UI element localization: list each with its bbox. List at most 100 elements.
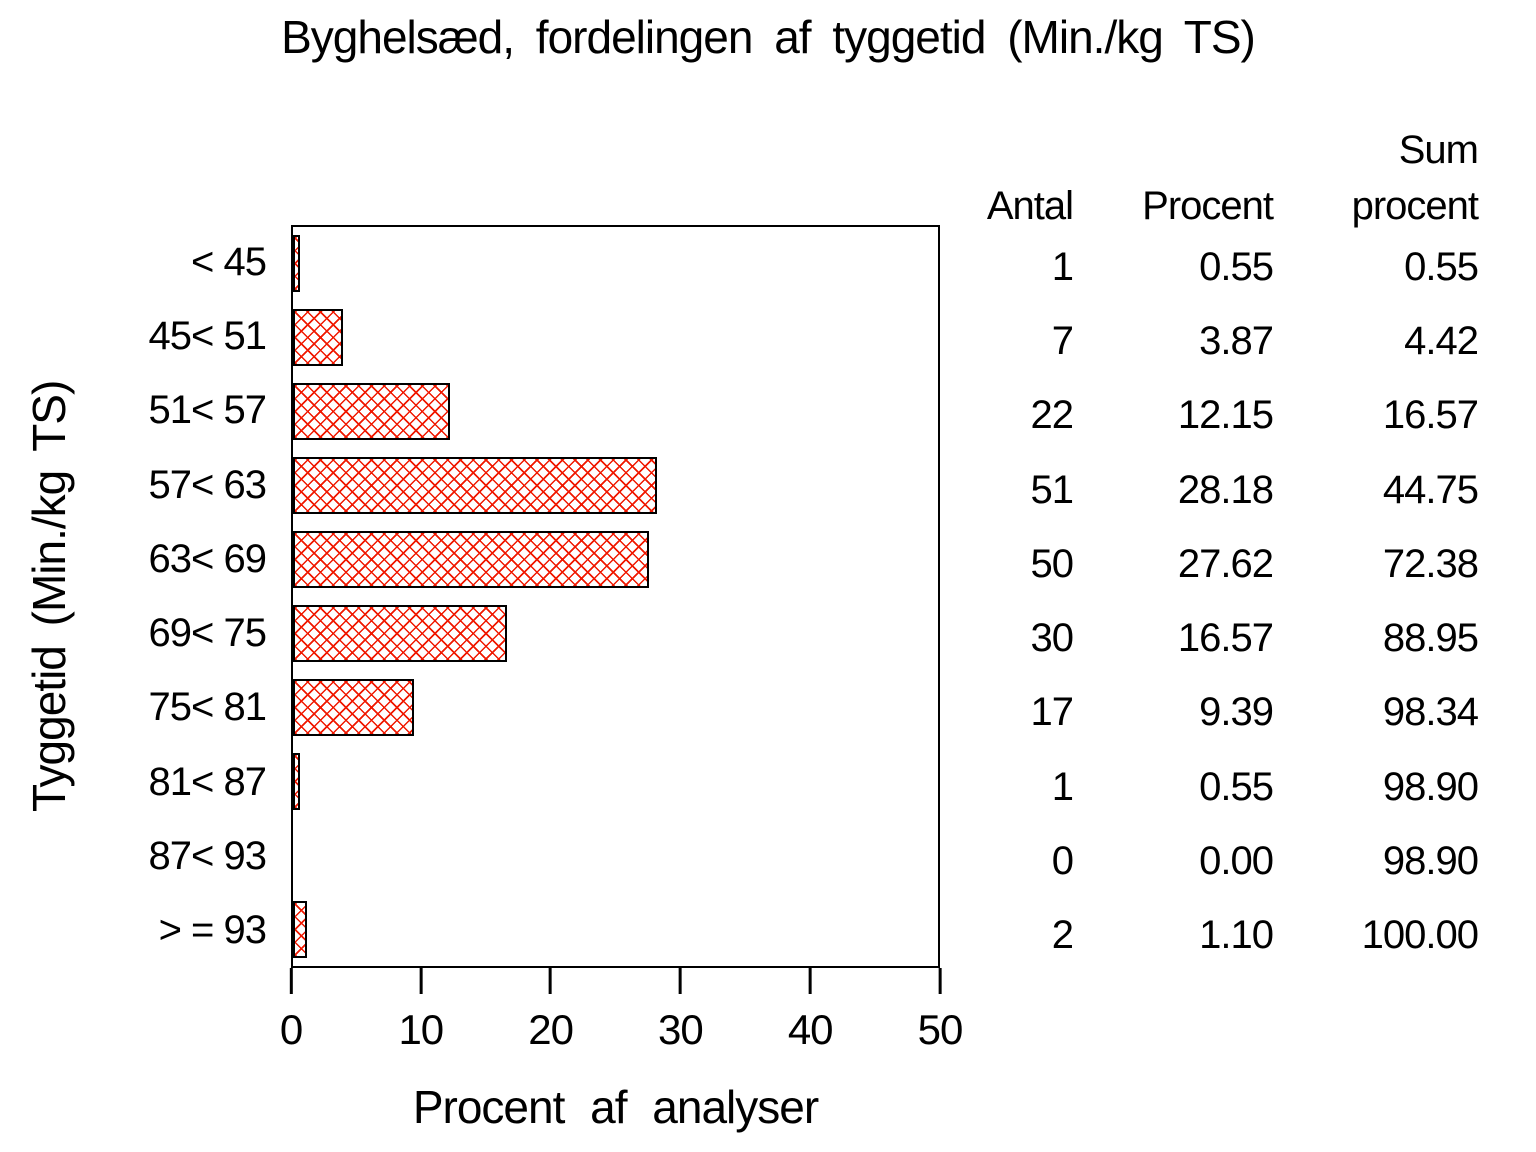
sum-procent-value: 100.00 xyxy=(1361,913,1479,958)
x-tick-label: 30 xyxy=(658,1006,704,1053)
x-tick-mark xyxy=(549,968,553,994)
sum-header-line2: procent xyxy=(1351,183,1479,228)
table-row: 1 0.55 98.90 xyxy=(950,745,1479,819)
bar xyxy=(293,752,301,810)
x-tick: 30 xyxy=(658,968,704,1054)
antal-value: 7 xyxy=(1051,318,1074,363)
procent-value: 0.00 xyxy=(1199,839,1274,884)
sum-procent-value: 16.57 xyxy=(1382,393,1479,438)
bar-band xyxy=(293,375,938,449)
sum-procent-value: 0.55 xyxy=(1404,244,1479,289)
table-row: 30 16.57 88.95 xyxy=(950,596,1480,670)
x-tick-label: 40 xyxy=(787,1006,834,1053)
bar xyxy=(293,604,507,662)
procent-value: 16.57 xyxy=(1177,616,1274,661)
bar-band xyxy=(293,523,938,597)
y-tick-label: 51< 57 xyxy=(148,388,267,433)
table-row: 0 0.00 98.90 xyxy=(950,819,1479,893)
x-tick-label: 20 xyxy=(528,1006,574,1053)
y-tick-label: > = 93 xyxy=(158,908,267,953)
x-tick: 50 xyxy=(918,968,963,1054)
sum-header-line1: Sum xyxy=(1398,127,1479,172)
x-tick-label: 50 xyxy=(917,1006,964,1053)
bar-band xyxy=(293,892,938,966)
bar-band xyxy=(293,744,938,818)
x-tick: 20 xyxy=(528,968,574,1054)
bar-band xyxy=(293,449,938,523)
antal-value: 30 xyxy=(1030,616,1075,661)
x-tick-mark xyxy=(938,968,942,994)
x-axis-title: Procent af analyser xyxy=(412,1081,819,1133)
table-header-row-1: Sum xyxy=(950,122,1479,178)
sum-procent-value: 44.75 xyxy=(1382,467,1479,512)
y-tick-label: 75< 81 xyxy=(148,685,267,730)
antal-value: 51 xyxy=(1030,467,1075,512)
chart-title: Byghelsæd, fordelingen af tyggetid (Min.… xyxy=(281,11,1256,63)
bar-band xyxy=(293,818,938,892)
antal-value: 50 xyxy=(1030,541,1075,586)
procent-value: 0.55 xyxy=(1199,764,1274,809)
table-row: 50 27.62 72.38 xyxy=(950,522,1480,596)
procent-header: Procent xyxy=(1142,183,1274,228)
y-tick-label: < 45 xyxy=(191,239,267,284)
plot-area xyxy=(291,225,940,968)
x-tick-mark xyxy=(808,968,812,994)
bar xyxy=(293,900,308,958)
table-row: 22 12.15 16.57 xyxy=(950,374,1480,448)
x-tick: 40 xyxy=(787,968,834,1054)
sum-procent-value: 4.42 xyxy=(1404,318,1479,363)
table-row: 17 9.39 98.34 xyxy=(950,671,1480,745)
antal-value: 0 xyxy=(1051,839,1074,884)
bar-band xyxy=(293,227,938,301)
antal-value: 1 xyxy=(1051,244,1074,289)
x-tick-mark xyxy=(419,968,423,994)
table-row: 7 3.87 4.42 xyxy=(950,299,1479,373)
y-tick-label: 45< 51 xyxy=(148,313,267,358)
table-row: 1 0.55 0.55 xyxy=(950,225,1479,299)
bar xyxy=(293,309,343,367)
procent-value: 27.62 xyxy=(1177,541,1274,586)
y-tick-label: 81< 87 xyxy=(148,759,267,804)
antal-value: 1 xyxy=(1051,764,1074,809)
sum-procent-value: 88.95 xyxy=(1382,616,1479,661)
sum-procent-value: 98.90 xyxy=(1382,839,1479,884)
procent-value: 28.18 xyxy=(1177,467,1274,512)
bar-band xyxy=(293,301,938,375)
x-tick: 0 xyxy=(279,968,303,1054)
bar xyxy=(293,531,650,589)
y-tick-label: 57< 63 xyxy=(148,462,267,507)
x-axis: 0 10 20 30 40 50 xyxy=(280,968,963,1068)
x-tick-label: 10 xyxy=(398,1006,444,1053)
sum-procent-value: 98.34 xyxy=(1382,690,1479,735)
x-tick-mark xyxy=(289,968,293,994)
table-header-row-2: Antal Procent procent xyxy=(950,178,1479,234)
bar xyxy=(293,235,301,293)
antal-value: 2 xyxy=(1051,913,1074,958)
procent-value: 3.87 xyxy=(1199,318,1274,363)
y-tick-label: 69< 75 xyxy=(148,611,267,656)
table-row: 51 28.18 44.75 xyxy=(950,448,1480,522)
procent-value: 0.55 xyxy=(1199,244,1274,289)
table-body: 1 0.55 0.55 7 3.87 4.42 22 12.15 16.57 5… xyxy=(950,225,1480,968)
procent-value: 12.15 xyxy=(1177,393,1274,438)
bar xyxy=(293,678,415,736)
antal-value: 17 xyxy=(1030,690,1075,735)
y-tick-label: 87< 93 xyxy=(148,834,267,879)
x-tick-mark xyxy=(678,968,682,994)
table-header: Sum Antal Procent procent xyxy=(950,122,1479,234)
bar xyxy=(293,457,657,515)
table-row: 2 1.10 100.00 xyxy=(950,894,1479,968)
bar xyxy=(293,383,450,441)
y-axis-labels: < 45 45< 51 51< 57 57< 63 63< 69 69< 75 … xyxy=(60,225,267,968)
procent-value: 1.10 xyxy=(1199,913,1274,958)
y-tick-label: 63< 69 xyxy=(148,536,267,581)
bar-band xyxy=(293,670,938,744)
antal-value: 22 xyxy=(1030,393,1075,438)
procent-value: 9.39 xyxy=(1199,690,1274,735)
sum-procent-value: 98.90 xyxy=(1382,764,1479,809)
x-tick-label: 0 xyxy=(279,1006,303,1053)
sum-procent-value: 72.38 xyxy=(1382,541,1479,586)
bar-band xyxy=(293,597,938,671)
antal-header: Antal xyxy=(986,183,1074,228)
